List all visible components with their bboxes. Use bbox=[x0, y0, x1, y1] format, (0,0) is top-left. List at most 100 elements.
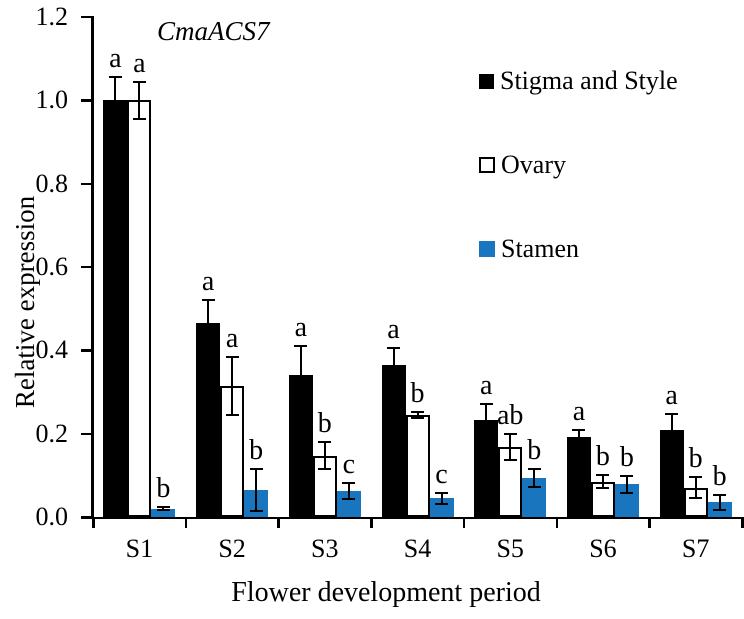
error-bar-cap-top bbox=[689, 476, 703, 479]
x-tick-mark bbox=[555, 517, 559, 528]
error-bar-cap-bottom bbox=[620, 492, 634, 495]
y-tick-label: 0.8 bbox=[35, 168, 69, 198]
x-tick-mark bbox=[184, 517, 188, 528]
y-tick-label: 0.2 bbox=[35, 418, 69, 448]
error-bar-line bbox=[625, 475, 628, 494]
y-tick-mark bbox=[81, 99, 92, 102]
sig-letter: b bbox=[410, 377, 425, 409]
sig-letter: a bbox=[133, 47, 146, 79]
sig-letter: c bbox=[435, 458, 448, 490]
sig-letter: b bbox=[619, 441, 634, 473]
error-bar-line bbox=[601, 475, 604, 488]
bar-s6-stigma-and-style bbox=[566, 436, 591, 517]
x-axis-title: Flower development period bbox=[231, 577, 541, 608]
error-bar-line bbox=[718, 494, 721, 510]
error-bar-line bbox=[138, 81, 141, 120]
error-bar-cap-bottom bbox=[665, 445, 679, 448]
error-bar-cap-bottom bbox=[527, 485, 541, 488]
error-bar-cap-top bbox=[156, 505, 170, 508]
legend-label-stigma-and-style: Stigma and Style bbox=[500, 66, 678, 95]
error-bar-line bbox=[485, 403, 488, 437]
error-bar-cap-top bbox=[294, 345, 308, 348]
y-tick-mark bbox=[81, 349, 92, 352]
error-bar-cap-top bbox=[503, 432, 517, 435]
legend-swatch-ovary-icon bbox=[479, 157, 495, 173]
error-bar-cap-bottom bbox=[249, 509, 263, 512]
x-tick-mark bbox=[741, 517, 744, 528]
error-bar-cap-top bbox=[342, 482, 356, 485]
error-bar-line bbox=[114, 77, 117, 124]
error-bar-line bbox=[207, 300, 210, 347]
error-bar-cap-top bbox=[108, 76, 122, 79]
error-bar-cap-bottom bbox=[503, 459, 517, 462]
y-tick-label: 1.0 bbox=[35, 85, 69, 115]
legend-swatch-stigma-and-style-icon bbox=[479, 73, 494, 89]
sig-letter: a bbox=[225, 322, 239, 354]
bar-s2-stigma-and-style bbox=[196, 323, 221, 517]
y-tick-label: 1.2 bbox=[35, 1, 69, 31]
sig-letter: ab bbox=[496, 399, 524, 431]
legend-label-ovary: Ovary bbox=[501, 150, 566, 179]
error-bar-cap-top bbox=[201, 299, 215, 302]
error-bar-cap-bottom bbox=[108, 122, 122, 125]
error-bar-cap-bottom bbox=[387, 380, 400, 383]
x-tick-label: S2 bbox=[218, 534, 246, 563]
error-bar-line bbox=[577, 430, 580, 444]
sig-letter: a bbox=[201, 266, 215, 298]
sig-letter: a bbox=[572, 396, 586, 428]
y-tick-mark bbox=[81, 432, 92, 436]
error-bar-line bbox=[231, 356, 234, 415]
error-bar-cap-bottom bbox=[132, 118, 146, 121]
error-bar-cap-bottom bbox=[713, 508, 727, 511]
error-bar-cap-top bbox=[387, 347, 400, 350]
sig-letter: b bbox=[249, 435, 264, 467]
error-bar-cap-bottom bbox=[479, 435, 493, 438]
legend-item-ovary: Ovary bbox=[479, 150, 678, 180]
error-bar-cap-bottom bbox=[689, 497, 703, 500]
error-bar-line bbox=[392, 348, 395, 382]
x-tick-mark bbox=[277, 517, 280, 528]
legend-label-stamen: Stamen bbox=[501, 234, 579, 263]
y-tick-label: 0.0 bbox=[35, 502, 69, 531]
sig-letter: a bbox=[387, 314, 400, 346]
x-tick-mark bbox=[370, 517, 373, 528]
sig-letter: b bbox=[156, 472, 171, 504]
y-tick-mark bbox=[81, 516, 92, 519]
sig-letter: a bbox=[479, 369, 493, 401]
error-bar-cap-bottom bbox=[572, 442, 586, 445]
error-bar-cap-top bbox=[249, 468, 263, 471]
error-bar-cap-top bbox=[479, 402, 493, 405]
error-bar-cap-top bbox=[527, 467, 541, 470]
error-bar-line bbox=[440, 492, 443, 504]
y-tick-mark bbox=[81, 182, 92, 186]
error-bar-cap-top bbox=[225, 355, 239, 358]
sig-letter: b bbox=[595, 441, 610, 473]
error-bar-line bbox=[323, 442, 326, 470]
error-bar-cap-top bbox=[596, 474, 610, 477]
error-bar-line bbox=[670, 414, 673, 447]
error-bar-cap-bottom bbox=[201, 345, 215, 348]
error-bar-cap-top bbox=[665, 413, 679, 416]
x-axis-line bbox=[91, 516, 743, 519]
error-bar-cap-top bbox=[572, 429, 586, 432]
x-tick-label: S6 bbox=[589, 534, 617, 563]
sig-letter: a bbox=[294, 312, 307, 344]
legend-swatch-stamen-icon bbox=[479, 241, 495, 257]
x-tick-label: S7 bbox=[681, 534, 710, 563]
bar-s4-ovary bbox=[405, 414, 430, 517]
x-tick-label: S4 bbox=[403, 534, 432, 563]
bar-s4-stigma-and-style bbox=[381, 364, 406, 517]
x-tick-label: S5 bbox=[496, 534, 524, 563]
error-bar-cap-bottom bbox=[318, 468, 332, 471]
x-tick-mark bbox=[462, 517, 466, 528]
error-bar-cap-bottom bbox=[294, 403, 308, 406]
bar-s1-stigma-and-style bbox=[103, 100, 128, 517]
x-tick-label: S3 bbox=[311, 534, 339, 563]
y-axis-title: Relative expression bbox=[10, 195, 40, 409]
error-bar-cap-bottom bbox=[596, 486, 610, 489]
error-bar-cap-top bbox=[318, 441, 332, 444]
y-axis-line bbox=[91, 16, 94, 519]
error-bar-line bbox=[509, 433, 512, 461]
error-bar-cap-bottom bbox=[156, 509, 170, 512]
